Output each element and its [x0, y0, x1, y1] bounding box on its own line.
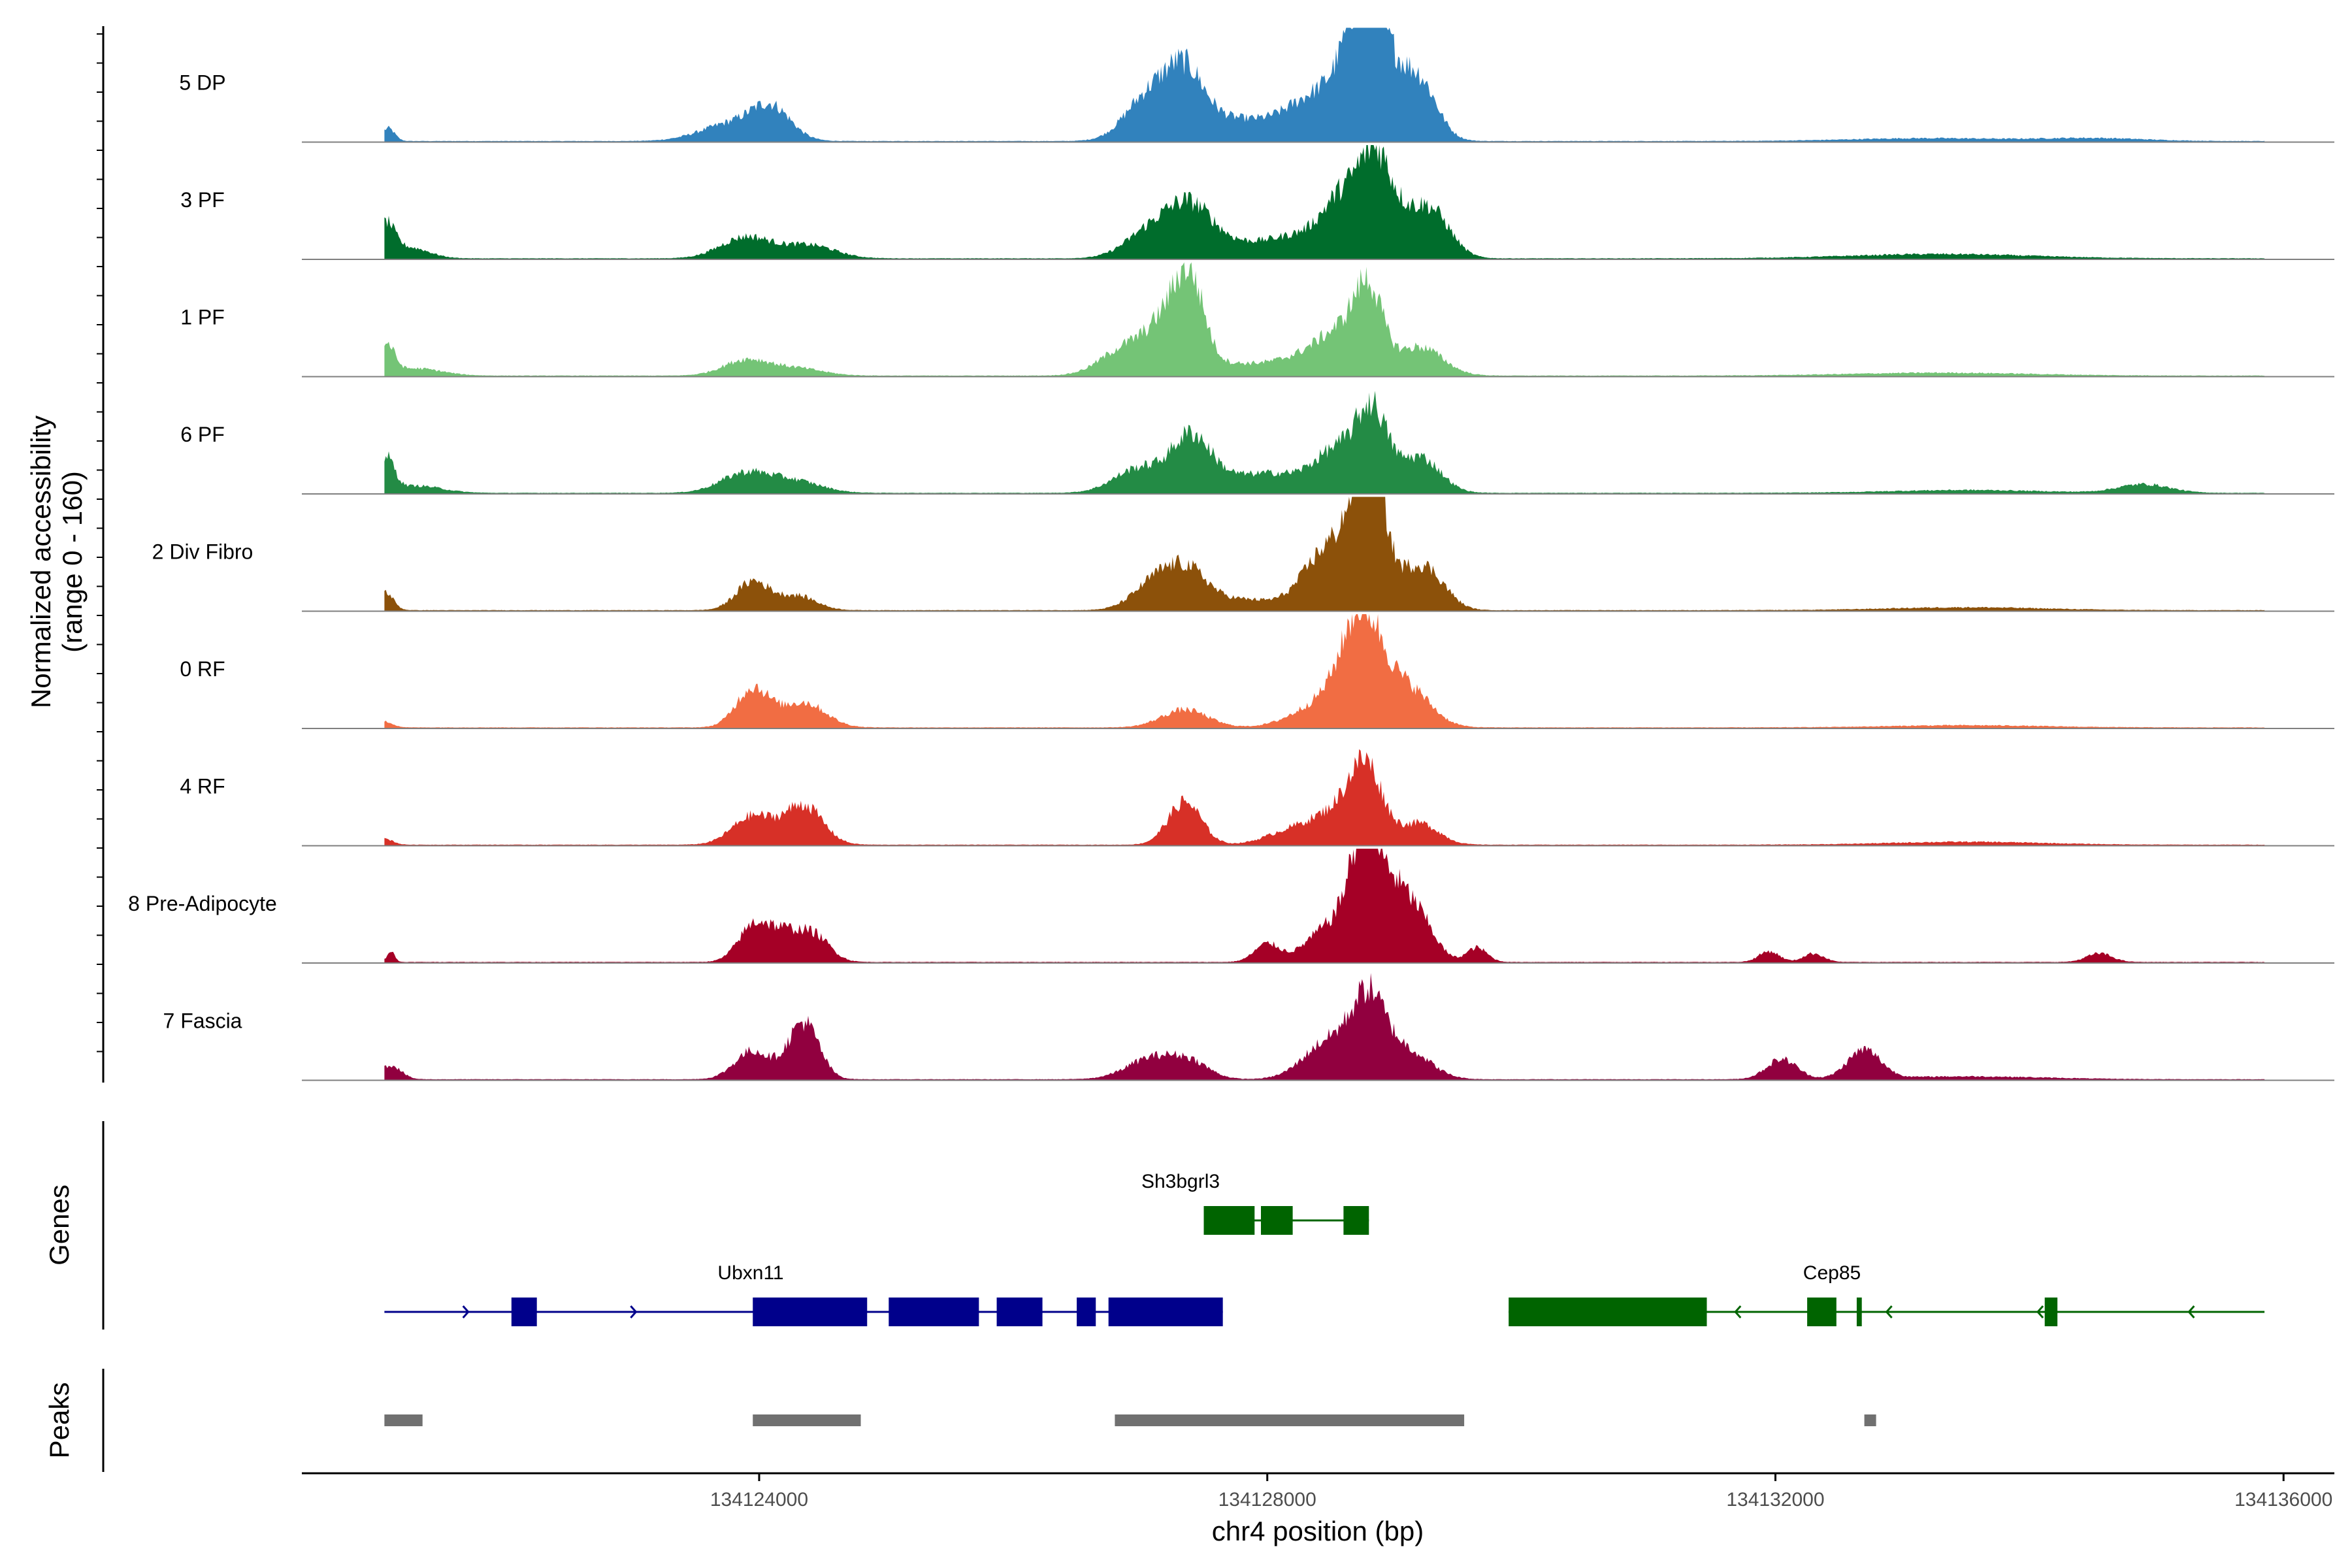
coverage-area [384, 27, 2265, 142]
y-axis-title-line2: (range 0 - 160) [57, 471, 88, 653]
coverage-area [384, 749, 2265, 846]
x-tick-label: 134136000 [2234, 1489, 2332, 1511]
track-label: 4 RF [180, 775, 225, 798]
coverage-area [384, 849, 2265, 963]
track-2-div-fibro: 2 Div Fibro [152, 497, 2334, 612]
coverage-area [384, 497, 2265, 612]
genes-panel-label: Genes [44, 1184, 74, 1266]
x-tick-label: 134128000 [1218, 1489, 1316, 1511]
track-6-pf: 6 PF [180, 391, 2334, 495]
track-1-pf: 1 PF [180, 262, 2334, 378]
strand-arrow [2036, 1305, 2044, 1318]
x-axis-title: chr4 position (bp) [1212, 1516, 1424, 1546]
track-label: 8 Pre-Adipocyte [128, 892, 277, 915]
track-5-dp: 5 DP [179, 27, 2334, 143]
exon [2044, 1298, 2058, 1326]
exon [1343, 1206, 1369, 1235]
peak-regions [384, 1414, 1876, 1426]
peak-bar [1864, 1414, 1876, 1426]
track-0-rf: 0 RF [180, 614, 2334, 729]
exon [1509, 1298, 1707, 1326]
exon [996, 1298, 1043, 1326]
gene-sh3bgrl3: Sh3bgrl3 [1141, 1171, 1369, 1235]
coverage-y-ticks [97, 33, 103, 1053]
exon [1856, 1298, 1862, 1326]
exon [1807, 1298, 1837, 1326]
x-tick-label: 134132000 [1726, 1489, 1824, 1511]
track-8-pre-adipocyte: 8 Pre-Adipocyte [128, 849, 2334, 964]
track-label: 3 PF [180, 188, 225, 212]
peak-bar [753, 1414, 861, 1426]
exon [753, 1298, 868, 1326]
coverage-area [384, 391, 2265, 494]
coverage-area [384, 973, 2265, 1081]
exon [1077, 1298, 1096, 1326]
strand-arrow [1885, 1305, 1893, 1318]
gene-ubxn11: Ubxn11 [384, 1262, 1223, 1326]
coverage-area [384, 145, 2265, 259]
track-4-rf: 4 RF [180, 749, 2334, 847]
x-axis-ticks: 134124000 134128000 134132000 134136000 [710, 1473, 2332, 1511]
track-3-pf: 3 PF [180, 145, 2334, 260]
coverage-y-title: Normalized accessibility (range 0 - 160) [25, 416, 88, 708]
peak-bar [1115, 1414, 1465, 1426]
track-label: 5 DP [179, 71, 225, 95]
gene-label: Ubxn11 [717, 1262, 783, 1284]
exon [1261, 1206, 1293, 1235]
strand-arrow [630, 1305, 638, 1318]
x-tick-label: 134124000 [710, 1489, 808, 1511]
exon [511, 1298, 537, 1326]
gene-cep85: Cep85 [1509, 1262, 2265, 1326]
gene-annotations: Sh3bgrl3 Ubxn11 Cep85 [384, 1171, 2265, 1326]
track-label: 6 PF [180, 423, 225, 446]
exon [889, 1298, 979, 1326]
gene-label: Cep85 [1803, 1262, 1861, 1284]
track-label: 1 PF [180, 306, 225, 329]
coverage-area [384, 614, 2265, 728]
track-label: 7 Fascia [163, 1009, 242, 1033]
strand-arrow [2187, 1305, 2195, 1318]
track-label: 0 RF [180, 657, 225, 681]
peak-bar [384, 1414, 423, 1426]
track-7-fascia: 7 Fascia [163, 973, 2334, 1081]
peaks-panel-label: Peaks [44, 1382, 74, 1459]
strand-arrow [462, 1305, 470, 1318]
strand-arrow [1734, 1305, 1742, 1318]
exon [1203, 1206, 1255, 1235]
exon [1108, 1298, 1223, 1326]
y-axis-title-line1: Normalized accessibility [25, 416, 56, 708]
track-label: 2 Div Fibro [152, 540, 253, 564]
coverage-tracks: 5 DP 3 PF 1 PF 6 PF 2 Div Fibro 0 RF 4 RF 8 Pre… [128, 27, 2334, 1081]
gene-label: Sh3bgrl3 [1141, 1171, 1220, 1192]
coverage-area [384, 262, 2265, 377]
